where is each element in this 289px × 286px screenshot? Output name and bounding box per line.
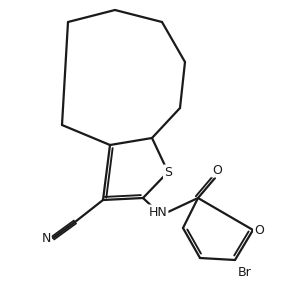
Text: O: O: [254, 223, 264, 237]
Text: N: N: [41, 231, 51, 245]
Text: S: S: [164, 166, 172, 178]
Text: Br: Br: [238, 267, 252, 279]
Text: O: O: [212, 164, 222, 176]
Text: HN: HN: [149, 206, 167, 219]
